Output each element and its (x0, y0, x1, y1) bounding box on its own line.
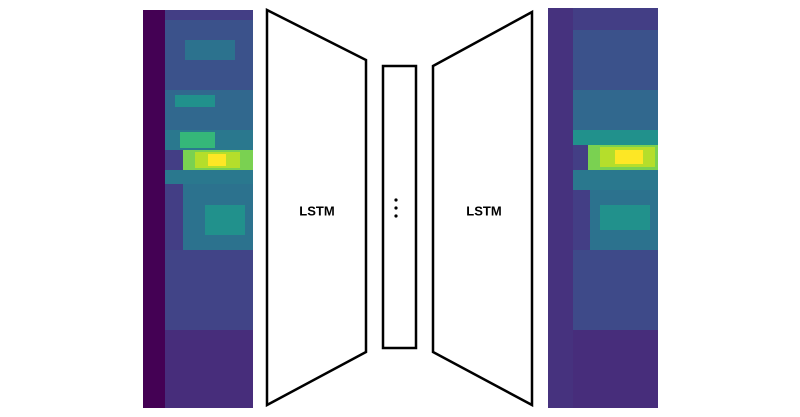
input-heatmap (143, 10, 253, 408)
decoder (431, 9, 534, 408)
ellipsis-dot (394, 206, 398, 210)
encoder (265, 7, 368, 408)
bottleneck (381, 64, 418, 350)
output-heatmap (548, 8, 658, 408)
ellipsis-dot (394, 214, 398, 218)
ellipsis-dot (394, 198, 398, 202)
encoder-label: LSTM (299, 203, 334, 218)
decoder-label: LSTM (466, 203, 501, 218)
